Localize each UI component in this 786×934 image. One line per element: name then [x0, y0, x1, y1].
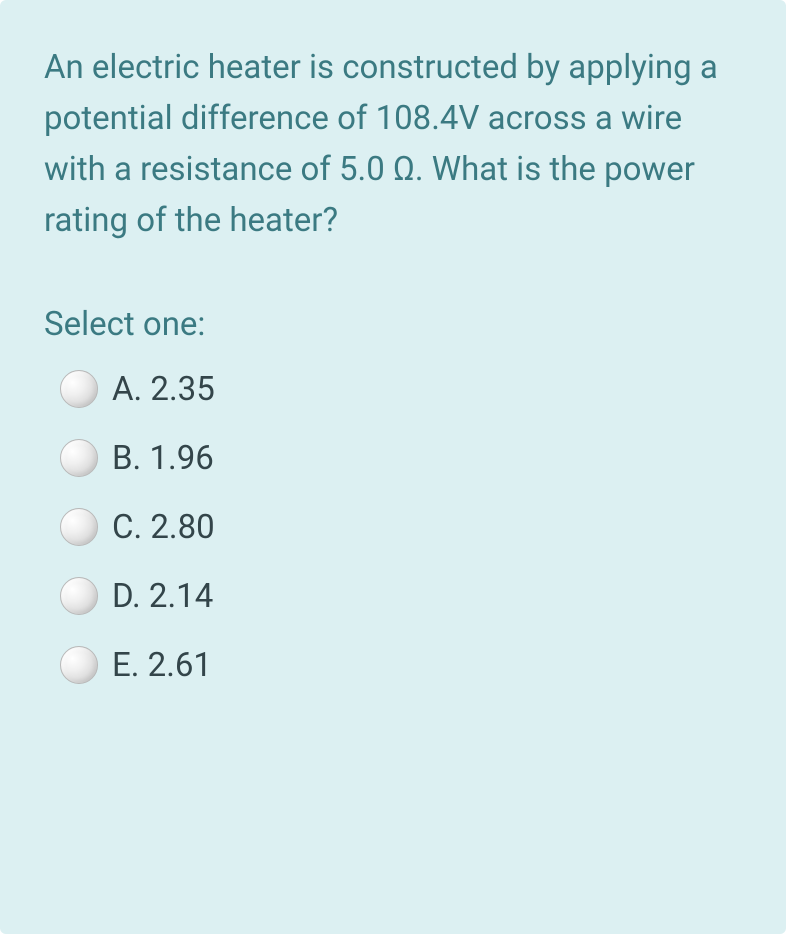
option-label[interactable]: E. 2.61 — [112, 646, 212, 685]
option-label[interactable]: A. 2.35 — [112, 370, 215, 409]
option-row: D. 2.14 — [60, 577, 742, 616]
option-label[interactable]: C. 2.80 — [112, 508, 215, 547]
option-row: B. 1.96 — [60, 439, 742, 478]
option-radio-a[interactable] — [60, 370, 98, 408]
options-list: A. 2.35 B. 1.96 C. 2.80 D. 2.14 E. 2.61 — [44, 370, 742, 685]
question-text: An electric heater is constructed by app… — [44, 42, 742, 247]
option-radio-c[interactable] — [60, 508, 98, 546]
option-label[interactable]: B. 1.96 — [112, 439, 214, 478]
option-radio-b[interactable] — [60, 439, 98, 477]
select-one-prompt: Select one: — [44, 305, 742, 344]
option-radio-e[interactable] — [60, 646, 98, 684]
option-row: C. 2.80 — [60, 508, 742, 547]
option-row: E. 2.61 — [60, 646, 742, 685]
question-card: An electric heater is constructed by app… — [0, 0, 786, 934]
option-label[interactable]: D. 2.14 — [112, 577, 213, 616]
option-radio-d[interactable] — [60, 577, 98, 615]
option-row: A. 2.35 — [60, 370, 742, 409]
